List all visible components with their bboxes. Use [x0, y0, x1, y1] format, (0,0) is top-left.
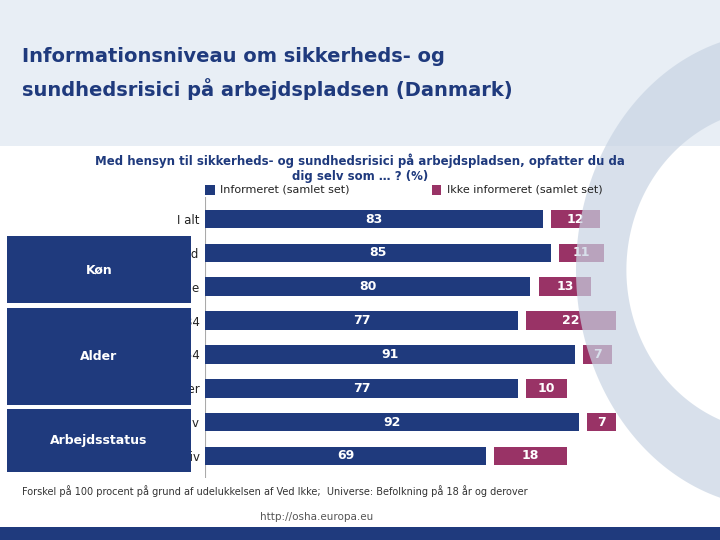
Text: 18: 18	[522, 449, 539, 462]
Text: Køn: Køn	[86, 264, 112, 276]
Text: Arbejdsstatus: Arbejdsstatus	[50, 434, 148, 447]
Bar	[559, 244, 603, 262]
Text: Informeret (samlet set): Informeret (samlet set)	[220, 185, 350, 195]
Text: 80: 80	[359, 280, 377, 293]
Text: 7: 7	[593, 348, 602, 361]
Bar	[205, 244, 551, 262]
Text: Alder: Alder	[81, 349, 117, 362]
Text: Informationsniveau om sikkerheds- og: Informationsniveau om sikkerheds- og	[22, 47, 444, 66]
Text: 69: 69	[337, 449, 354, 462]
Bar	[205, 447, 486, 465]
Text: 12: 12	[567, 213, 584, 226]
Bar	[205, 413, 579, 431]
Text: 77: 77	[353, 382, 371, 395]
Text: 22: 22	[562, 314, 580, 327]
Bar	[588, 413, 616, 431]
Text: 77: 77	[353, 314, 371, 327]
Bar	[205, 345, 575, 364]
Bar	[551, 210, 600, 228]
Bar	[539, 278, 591, 296]
Text: 7: 7	[597, 416, 606, 429]
Text: http://osha.europa.eu: http://osha.europa.eu	[260, 512, 374, 522]
Bar	[205, 311, 518, 330]
Bar	[494, 447, 567, 465]
Text: 13: 13	[557, 280, 574, 293]
Text: 10: 10	[538, 382, 555, 395]
Text: Ikke informeret (samlet set): Ikke informeret (samlet set)	[447, 185, 603, 195]
Bar	[205, 379, 518, 397]
Bar	[205, 210, 543, 228]
Text: Med hensyn til sikkerheds- og sundhedsrisici på arbejdspladsen, opfatter du da
d: Med hensyn til sikkerheds- og sundhedsri…	[95, 154, 625, 184]
Text: 83: 83	[365, 213, 382, 226]
Text: sundhedsrisici på arbejdspladsen (Danmark): sundhedsrisici på arbejdspladsen (Danmar…	[22, 78, 512, 100]
Text: 92: 92	[384, 416, 401, 429]
Bar	[205, 278, 531, 296]
Bar	[583, 345, 612, 364]
Text: 91: 91	[382, 348, 399, 361]
Text: Forskel på 100 procent på grund af udelukkelsen af Ved Ikke;  Universe: Befolkni: Forskel på 100 procent på grund af udelu…	[22, 485, 527, 497]
Text: 85: 85	[369, 246, 387, 259]
Text: 11: 11	[572, 246, 590, 259]
Bar	[526, 379, 567, 397]
Bar	[526, 311, 616, 330]
